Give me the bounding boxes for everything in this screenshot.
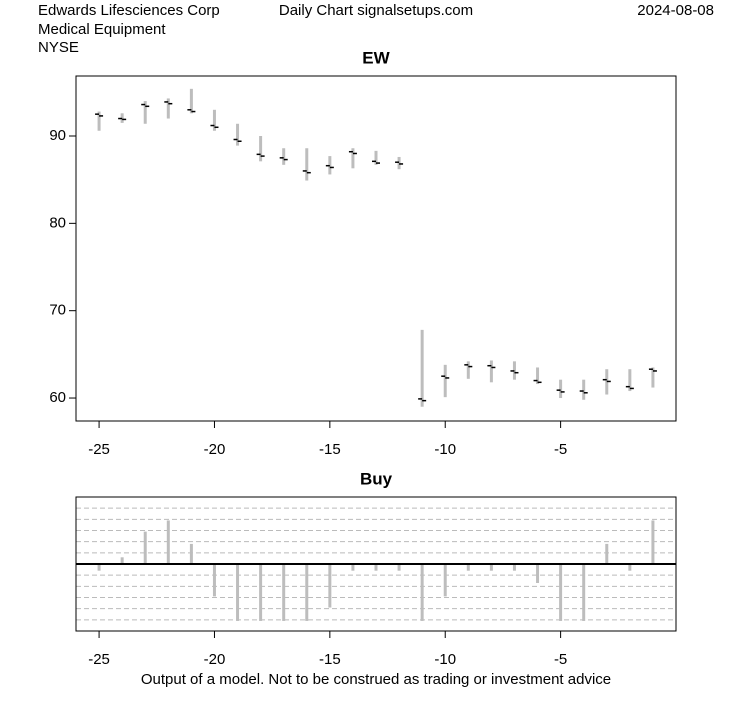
x-tick-label: -10 — [434, 441, 456, 458]
exchange: NYSE — [38, 39, 79, 56]
x-tick-label: -5 — [554, 441, 567, 458]
source: Daily Chart signalsetups.com — [279, 2, 473, 19]
sector: Medical Equipment — [38, 21, 166, 38]
x-tick-label: -15 — [319, 441, 341, 458]
y-tick-label: 90 — [49, 127, 66, 144]
y-tick-label: 80 — [49, 214, 66, 231]
company: Edwards Lifesciences Corp — [38, 2, 220, 19]
x-tick-label: -5 — [554, 651, 567, 668]
footer: Output of a model. Not to be construed a… — [141, 671, 611, 688]
x-tick-label: -20 — [204, 651, 226, 668]
date: 2024-08-08 — [637, 2, 714, 19]
x-tick-label: -10 — [434, 651, 456, 668]
chart-title: Buy — [360, 469, 393, 488]
plot-frame — [75, 496, 677, 632]
y-tick-label: 60 — [49, 389, 66, 406]
x-tick-label: -20 — [204, 441, 226, 458]
x-tick-label: -25 — [88, 651, 110, 668]
chart-title: EW — [362, 48, 390, 67]
x-tick-label: -25 — [88, 441, 110, 458]
plot-frame — [75, 75, 677, 422]
x-tick-label: -15 — [319, 651, 341, 668]
y-tick-label: 70 — [49, 302, 66, 319]
